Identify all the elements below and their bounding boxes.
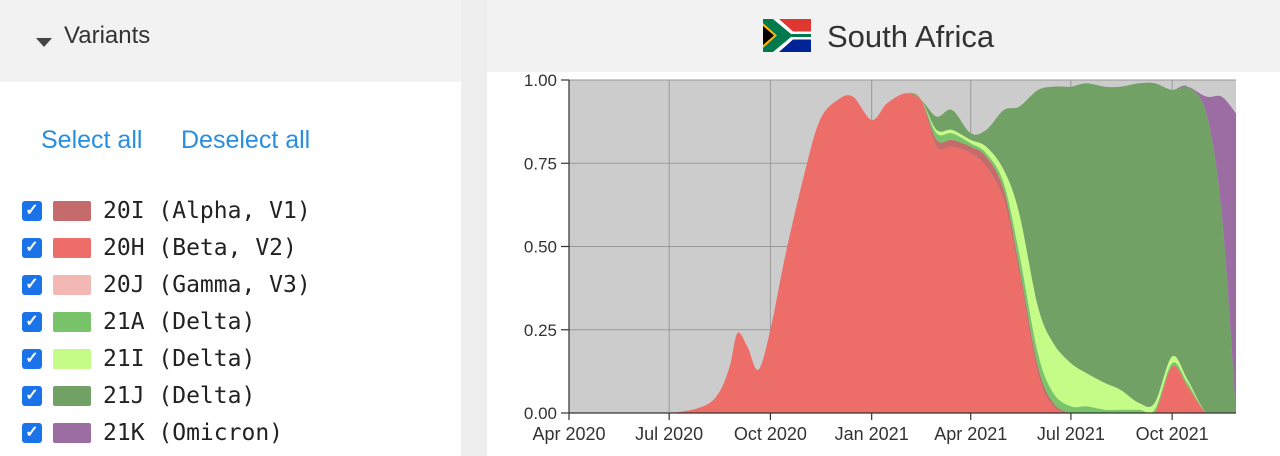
variant-checkbox[interactable]: ✓ <box>22 312 42 332</box>
stacked-areas <box>569 82 1236 417</box>
variant-item[interactable]: ✓ 20I (Alpha, V1) <box>22 196 442 226</box>
variant-item[interactable]: ✓ 21A (Delta) <box>22 307 442 337</box>
variant-label: 20I (Alpha, V1) <box>103 198 311 224</box>
select-all-button[interactable]: Select all <box>41 126 143 154</box>
south-africa-flag-icon <box>763 19 811 52</box>
variant-checkbox[interactable]: ✓ <box>22 349 42 369</box>
variant-color-swatch <box>53 423 91 443</box>
x-tick-label: Apr 2020 <box>532 424 605 444</box>
variants-sidebar: Variants Select all Deselect all ✓ 20I (A… <box>0 0 461 456</box>
x-tick-label: Jan 2021 <box>835 424 909 444</box>
variant-item[interactable]: ✓ 20J (Gamma, V3) <box>22 270 442 300</box>
variant-checkbox[interactable]: ✓ <box>22 423 42 443</box>
y-tick-label: 0.50 <box>524 238 557 257</box>
variant-label: 21J (Delta) <box>103 383 256 409</box>
variant-item[interactable]: ✓ 21K (Omicron) <box>22 418 442 448</box>
series-area[interactable] <box>569 92 1236 417</box>
y-tick-label: 1.00 <box>524 72 557 90</box>
x-tick-label: Oct 2021 <box>1136 424 1209 444</box>
x-tick-label: Jul 2021 <box>1037 424 1105 444</box>
x-tick-label: Apr 2021 <box>934 424 1007 444</box>
variant-checkbox[interactable]: ✓ <box>22 238 42 258</box>
country-title: South Africa <box>827 19 995 54</box>
variant-color-swatch <box>53 349 91 369</box>
variant-color-swatch <box>53 312 91 332</box>
x-tick-label: Jul 2020 <box>635 424 703 444</box>
variant-label: 20H (Beta, V2) <box>103 235 297 261</box>
caret-down-icon[interactable] <box>36 38 52 47</box>
variant-item[interactable]: ✓ 21I (Delta) <box>22 344 442 374</box>
variant-checkbox[interactable]: ✓ <box>22 201 42 221</box>
country-header: South Africa <box>487 0 1280 72</box>
variant-color-swatch <box>53 201 91 221</box>
variant-color-swatch <box>53 275 91 295</box>
axes <box>561 79 1236 420</box>
variant-item[interactable]: ✓ 20H (Beta, V2) <box>22 233 442 263</box>
y-tick-label: 0.00 <box>524 404 557 423</box>
variant-item[interactable]: ✓ 21J (Delta) <box>22 381 442 411</box>
variants-header[interactable]: Variants <box>0 0 461 82</box>
series-area[interactable] <box>569 82 1236 416</box>
variants-title: Variants <box>64 22 151 49</box>
panel-divider <box>461 0 487 456</box>
deselect-all-button[interactable]: Deselect all <box>181 126 311 154</box>
variant-label: 21K (Omicron) <box>103 420 284 446</box>
variant-label: 20J (Gamma, V3) <box>103 272 311 298</box>
variant-label: 21A (Delta) <box>103 309 256 335</box>
y-tick-label: 0.75 <box>524 154 557 173</box>
variant-color-swatch <box>53 386 91 406</box>
variant-checkbox[interactable]: ✓ <box>22 386 42 406</box>
variant-label: 21I (Delta) <box>103 346 256 372</box>
variant-checkbox[interactable]: ✓ <box>22 275 42 295</box>
country-panel: South Africa 1.00 0.75 0.50 0.25 0.00 Apr 202… <box>487 0 1280 456</box>
x-tick-label: Oct 2020 <box>734 424 807 444</box>
variant-color-swatch <box>53 238 91 258</box>
y-tick-label: 0.25 <box>524 321 557 340</box>
